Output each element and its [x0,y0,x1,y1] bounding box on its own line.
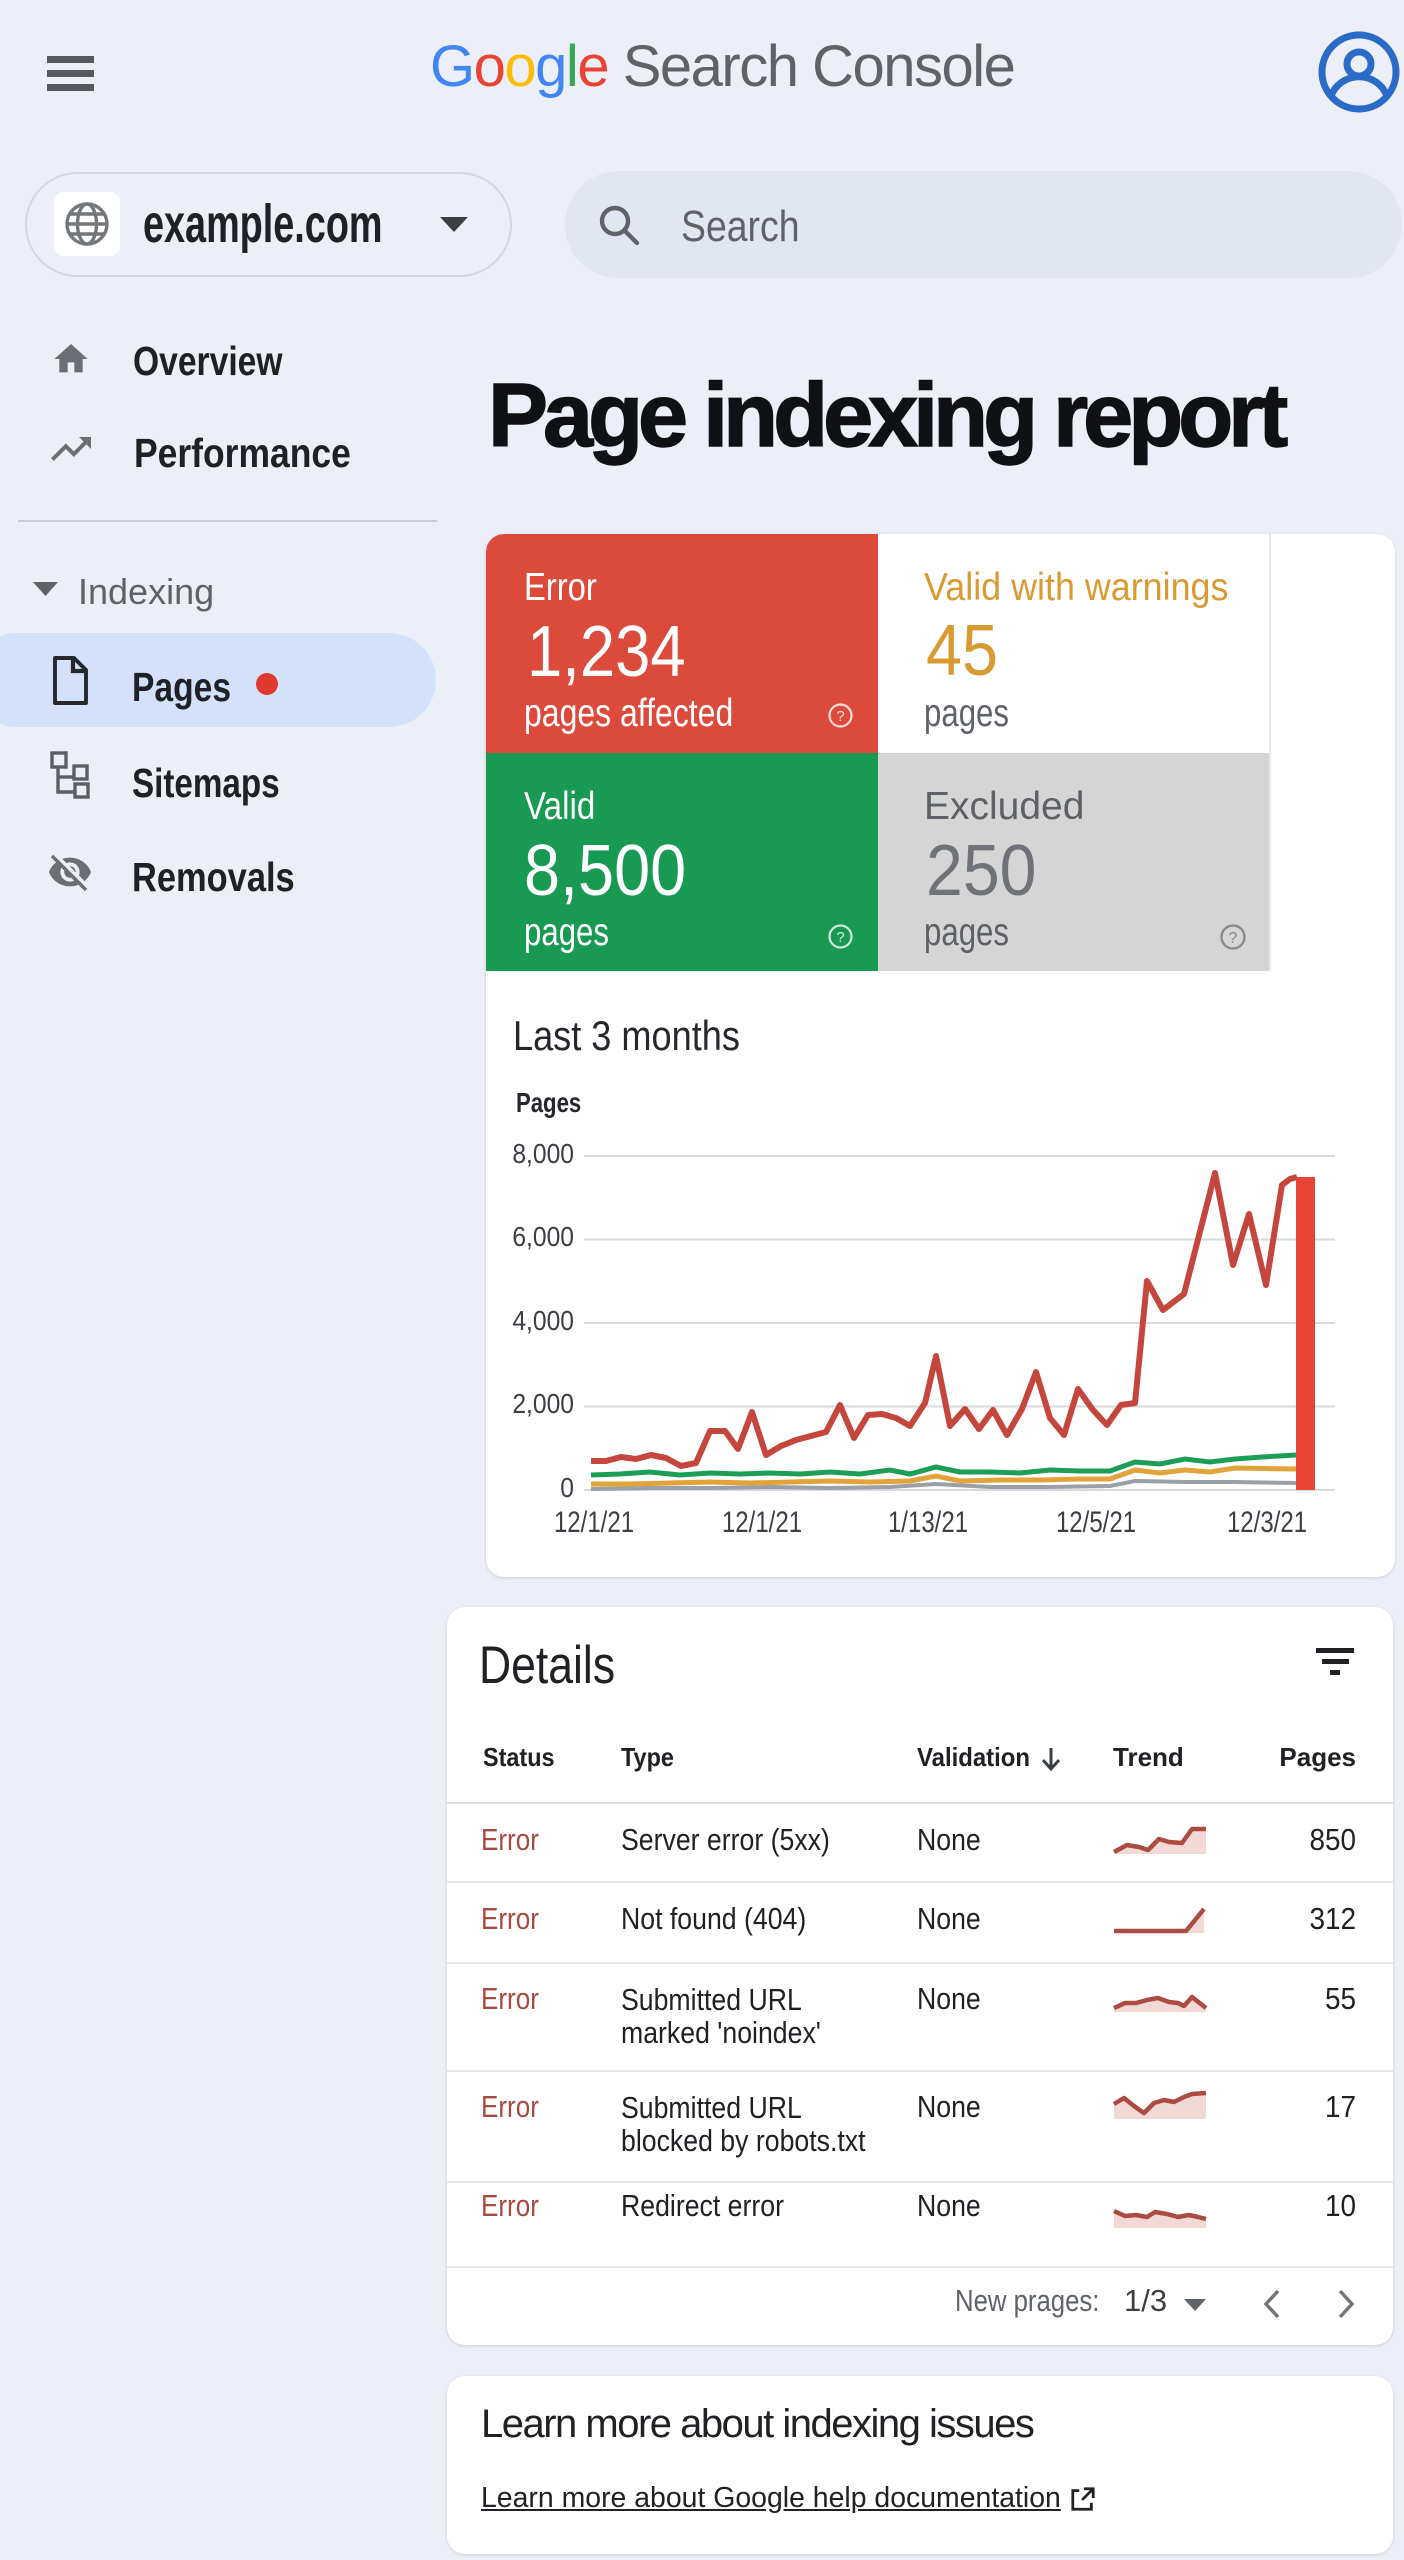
svg-text:?: ? [836,929,844,946]
svg-text:?: ? [836,708,844,725]
svg-text:?: ? [1229,930,1238,947]
